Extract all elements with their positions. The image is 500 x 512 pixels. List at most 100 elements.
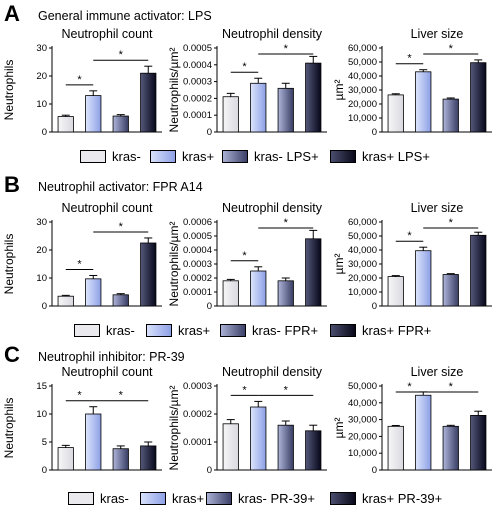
bar — [442, 425, 459, 471]
legend-c: kras- kras+ kras- PR-39+ kras+ PR-39+ — [0, 490, 500, 510]
bar — [387, 425, 404, 471]
significance-label: * — [449, 43, 454, 55]
legend-a: kras- kras+ kras- LPS+ kras+ LPS+ — [0, 148, 500, 168]
y-axis-label: µm² — [332, 418, 346, 439]
bar — [470, 234, 487, 307]
y-tick-label: 0 — [207, 127, 212, 138]
chart-title: Neutrophil count — [61, 27, 153, 41]
significance-label: * — [449, 381, 454, 393]
y-tick-label: 50,000 — [348, 57, 377, 68]
y-axis-label: Neutrophils/µm² — [167, 222, 181, 307]
legend-swatch — [330, 324, 356, 337]
bar — [85, 95, 102, 133]
legend-label: kras+ — [172, 491, 205, 506]
y-tick-label: 10 — [36, 99, 47, 110]
bar — [305, 238, 322, 307]
chart-b-neutrophil-count: Neutrophil count Neutrophils 0 10 20 30 * * — [2, 201, 162, 312]
y-tick-label: 0.0002 — [183, 93, 212, 104]
legend-label: kras- — [100, 491, 129, 506]
y-tick-label: 30,000 — [348, 415, 377, 426]
significance-label: * — [407, 53, 412, 65]
legend-label: kras- FPR+ — [252, 323, 319, 338]
bar — [112, 294, 129, 307]
bar — [250, 82, 267, 133]
bar — [140, 242, 157, 307]
legend-swatch — [80, 150, 106, 163]
y-axis-label: Neutrophils — [2, 234, 16, 295]
bar — [415, 71, 432, 133]
bar — [57, 295, 74, 307]
significance-label: * — [284, 217, 289, 229]
y-tick-label: 0 — [372, 301, 377, 312]
y-tick-label: 20,000 — [348, 431, 377, 442]
y-tick-label: 0.0003 — [183, 259, 212, 270]
bar — [305, 62, 322, 133]
bar — [277, 280, 294, 307]
legend-swatch — [330, 150, 356, 163]
y-tick-label: 0 — [372, 465, 377, 476]
legend-swatch — [74, 324, 100, 337]
bar — [470, 62, 487, 133]
bar — [415, 250, 432, 307]
legend-label: kras- — [112, 149, 141, 164]
y-tick-label: 0.0003 — [183, 77, 212, 88]
y-tick-label: 30 — [36, 43, 47, 54]
bar — [277, 424, 294, 471]
y-tick-label: 0.0004 — [183, 245, 212, 256]
y-tick-label: 60,000 — [348, 43, 377, 54]
significance-label: * — [242, 61, 247, 73]
chart-a-liver-size: Liver size µm² 0 10,000 20,000 30,000 40,000 50… — [332, 27, 492, 138]
y-tick-label: 0.0005 — [183, 231, 212, 242]
panel-title-c: Neutrophil inhibitor: PR-39 — [38, 350, 185, 364]
panel-label-b: B — [4, 172, 20, 197]
chart-a-neutrophil-density: Neutrophil density Neutrophils/µm² 0 0.0001… — [167, 27, 327, 138]
y-tick-label: 0.0001 — [183, 437, 212, 448]
y-tick-label: 20 — [36, 245, 47, 256]
chart-title: Neutrophil density — [222, 365, 323, 379]
legend-label: kras+ — [182, 149, 215, 164]
panel-label-a: A — [4, 1, 20, 26]
y-tick-label: 0.0001 — [183, 110, 212, 121]
y-tick-label: 10 — [36, 273, 47, 284]
legend-swatch — [222, 150, 248, 163]
legend-swatch — [146, 324, 172, 337]
y-tick-label: 40,000 — [348, 71, 377, 82]
chart-title: Neutrophil count — [61, 365, 153, 379]
y-tick-label: 30 — [36, 217, 47, 228]
y-tick-label: 0.0002 — [183, 409, 212, 420]
y-tick-label: 30,000 — [348, 85, 377, 96]
y-tick-label: 15 — [36, 381, 47, 392]
bar — [470, 415, 487, 471]
y-tick-label: 10,000 — [348, 113, 377, 124]
significance-label: * — [119, 390, 124, 402]
y-tick-label: 10,000 — [348, 448, 377, 459]
bar — [222, 96, 239, 133]
significance-label: * — [77, 74, 82, 86]
y-axis-label: Neutrophils/µm² — [167, 48, 181, 133]
significance-label: * — [77, 390, 82, 402]
y-tick-label: 40,000 — [348, 398, 377, 409]
chart-b-liver-size: Liver size µm² 0 10,000 20,000 30,000 40,000 50… — [332, 201, 492, 312]
y-tick-label: 0 — [207, 465, 212, 476]
y-tick-label: 0 — [372, 127, 377, 138]
bar — [442, 274, 459, 307]
panel-title-b: Neutrophil activator: FPR A14 — [38, 180, 203, 194]
bar — [250, 406, 267, 471]
y-tick-label: 0 — [42, 465, 47, 476]
chart-c-liver-size: Liver size µm² 0 10,000 20,000 30,000 40,000 50… — [332, 365, 492, 476]
panel-title-a: General immune activator: LPS — [38, 9, 212, 23]
bar — [112, 448, 129, 471]
significance-label: * — [284, 43, 289, 55]
legend-label: kras- LPS+ — [254, 149, 319, 164]
y-axis-label: Neutrophils — [2, 398, 16, 459]
y-tick-label: 0.0005 — [183, 43, 212, 54]
y-tick-label: 20 — [36, 71, 47, 82]
legend-swatch — [140, 492, 166, 505]
significance-label: * — [119, 221, 124, 233]
bar — [387, 94, 404, 133]
y-axis-label: µm² — [332, 80, 346, 101]
significance-label: * — [242, 250, 247, 262]
bar — [85, 413, 102, 471]
chart-title: Liver size — [411, 27, 464, 41]
chart-title: Liver size — [411, 201, 464, 215]
